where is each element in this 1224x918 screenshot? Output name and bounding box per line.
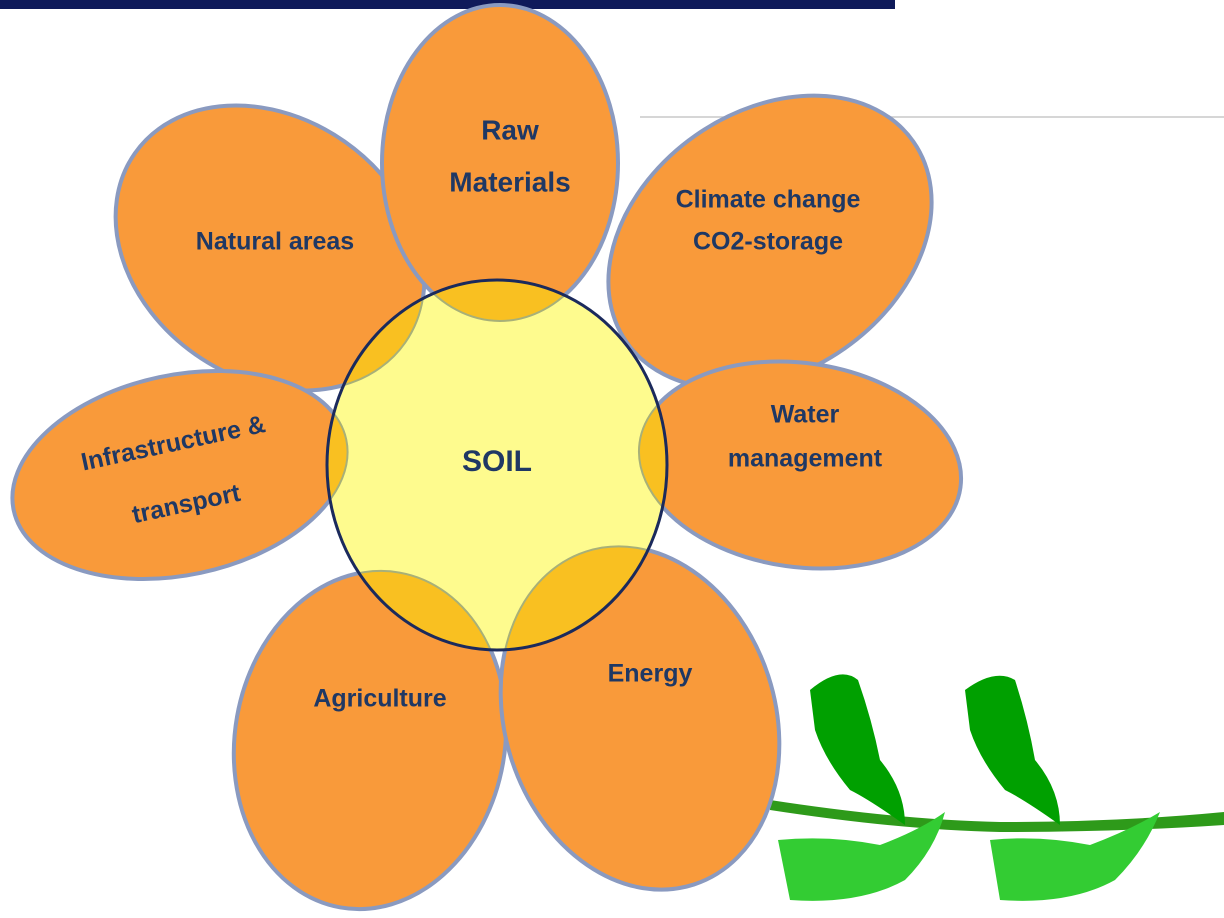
petal [382, 5, 618, 321]
center-label: SOIL [462, 445, 532, 478]
petal-label: Energy [608, 660, 693, 688]
petal-label: management [728, 445, 883, 473]
stem [770, 674, 1224, 900]
petal-label: Climate change [676, 186, 861, 214]
petal-label: CO2-storage [693, 228, 843, 256]
petal-label: Raw [481, 114, 539, 145]
petal-label: Natural areas [196, 228, 354, 256]
petal-label: Water [771, 401, 840, 429]
top-bar [0, 0, 895, 9]
petal-label: Materials [449, 166, 570, 197]
diagram: SOIL Raw Materials Natural areas Climate ch… [0, 0, 1224, 913]
petal-label: Agriculture [313, 685, 446, 713]
